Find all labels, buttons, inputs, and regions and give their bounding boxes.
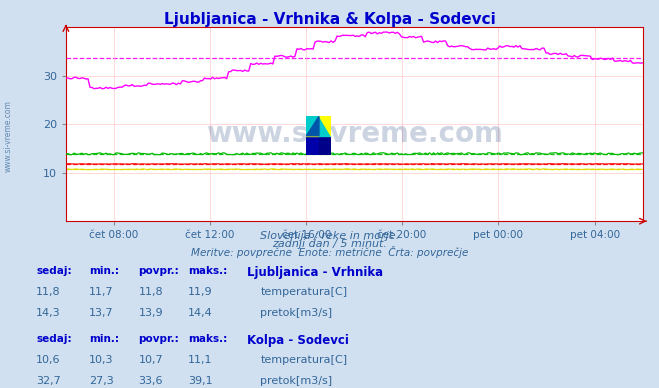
Text: 33,6: 33,6 xyxy=(138,376,163,386)
Text: www.si-vreme.com: www.si-vreme.com xyxy=(3,100,13,172)
Text: 13,9: 13,9 xyxy=(138,308,163,319)
Text: maks.:: maks.: xyxy=(188,334,227,344)
Text: min.:: min.: xyxy=(89,266,119,276)
Text: 27,3: 27,3 xyxy=(89,376,114,386)
Text: povpr.:: povpr.: xyxy=(138,334,179,344)
Text: sedaj:: sedaj: xyxy=(36,266,72,276)
Text: Meritve: povprečne  Enote: metrične  Črta: povprečje: Meritve: povprečne Enote: metrične Črta:… xyxy=(191,246,468,258)
Text: 11,8: 11,8 xyxy=(36,287,61,297)
Polygon shape xyxy=(306,116,319,136)
Text: zadnji dan / 5 minut.: zadnji dan / 5 minut. xyxy=(272,239,387,249)
Text: 11,8: 11,8 xyxy=(138,287,163,297)
Text: temperatura[C]: temperatura[C] xyxy=(260,287,347,297)
Text: 11,9: 11,9 xyxy=(188,287,212,297)
Text: sedaj:: sedaj: xyxy=(36,334,72,344)
Bar xyxy=(319,136,331,155)
Text: 32,7: 32,7 xyxy=(36,376,61,386)
Text: 10,6: 10,6 xyxy=(36,355,61,365)
Text: www.si-vreme.com: www.si-vreme.com xyxy=(206,120,503,148)
Text: 10,3: 10,3 xyxy=(89,355,113,365)
Text: 39,1: 39,1 xyxy=(188,376,212,386)
Text: min.:: min.: xyxy=(89,334,119,344)
Text: temperatura[C]: temperatura[C] xyxy=(260,355,347,365)
Bar xyxy=(306,116,319,136)
Text: 11,1: 11,1 xyxy=(188,355,212,365)
Text: 14,4: 14,4 xyxy=(188,308,213,319)
Text: Kolpa - Sodevci: Kolpa - Sodevci xyxy=(247,334,349,347)
Polygon shape xyxy=(306,116,319,136)
Text: 14,3: 14,3 xyxy=(36,308,61,319)
Bar xyxy=(319,116,331,136)
Text: pretok[m3/s]: pretok[m3/s] xyxy=(260,376,332,386)
Text: pretok[m3/s]: pretok[m3/s] xyxy=(260,308,332,319)
Text: Slovenija / reke in morje.: Slovenija / reke in morje. xyxy=(260,231,399,241)
Text: povpr.:: povpr.: xyxy=(138,266,179,276)
Text: 13,7: 13,7 xyxy=(89,308,113,319)
Text: maks.:: maks.: xyxy=(188,266,227,276)
Text: 11,7: 11,7 xyxy=(89,287,113,297)
Text: Ljubljanica - Vrhnika: Ljubljanica - Vrhnika xyxy=(247,266,384,279)
Text: Ljubljanica - Vrhnika & Kolpa - Sodevci: Ljubljanica - Vrhnika & Kolpa - Sodevci xyxy=(163,12,496,27)
Bar xyxy=(306,136,319,155)
Polygon shape xyxy=(319,116,331,136)
Text: 10,7: 10,7 xyxy=(138,355,163,365)
